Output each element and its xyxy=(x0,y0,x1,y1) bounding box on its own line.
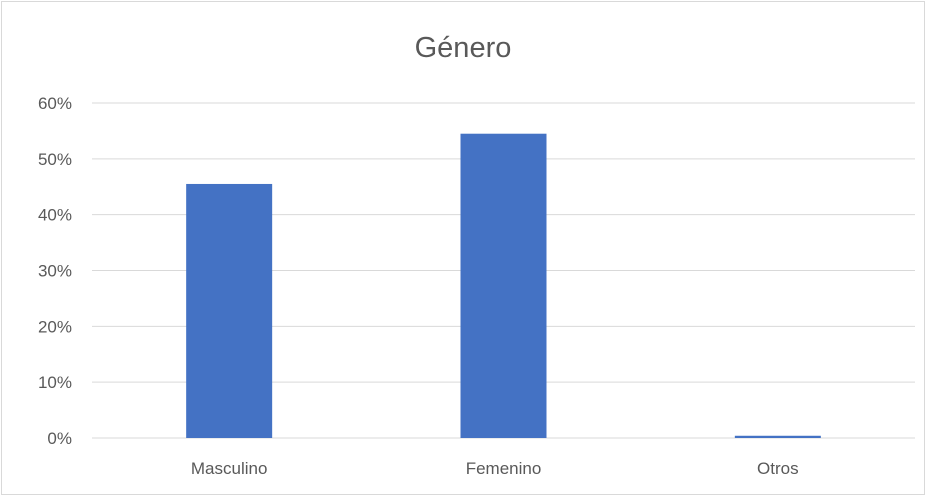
y-tick-label: 10% xyxy=(38,373,72,392)
x-tick-label: Femenino xyxy=(466,459,542,478)
bar xyxy=(460,133,547,439)
chart-title: Género xyxy=(414,32,512,64)
x-tick-label: Masculino xyxy=(191,459,268,478)
y-tick-label: 20% xyxy=(38,317,72,336)
y-tick-label: 30% xyxy=(38,262,72,281)
bar xyxy=(186,183,273,438)
bar xyxy=(734,435,821,438)
y-tick-label: 60% xyxy=(38,94,72,113)
y-tick-label: 50% xyxy=(38,150,72,169)
y-tick-label: 40% xyxy=(38,206,72,225)
y-tick-label: 0% xyxy=(47,429,72,448)
x-tick-label: Otros xyxy=(757,459,799,478)
